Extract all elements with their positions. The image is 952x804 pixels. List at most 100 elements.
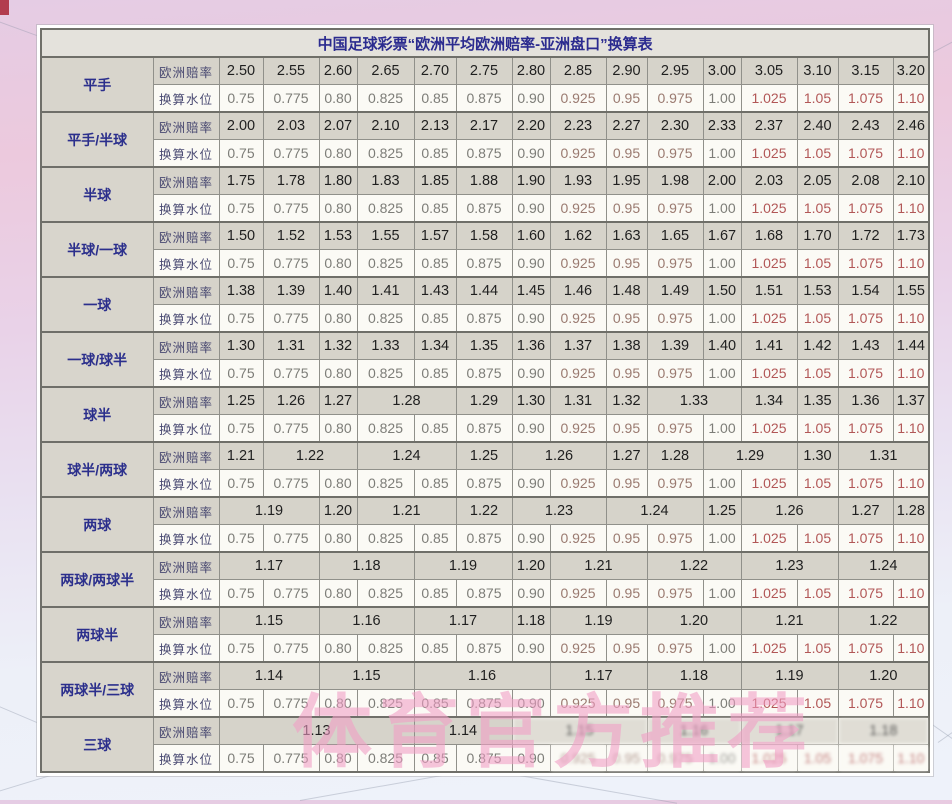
odds-value: 1.41 <box>356 276 415 305</box>
odds-value: 1.24 <box>356 441 457 470</box>
water-value: 0.75 <box>218 744 264 773</box>
water-value: 0.90 <box>511 304 551 333</box>
water-value: 0.75 <box>218 139 264 168</box>
water-value: 1.10 <box>892 414 930 443</box>
odds-value: 2.85 <box>549 56 607 85</box>
odds-value: 2.07 <box>318 111 358 140</box>
water-value: 0.90 <box>511 84 551 113</box>
water-value: 0.75 <box>218 304 264 333</box>
water-value: 1.10 <box>892 579 930 608</box>
odds-value: 1.21 <box>218 441 264 470</box>
water-value: 1.00 <box>702 524 742 553</box>
row-label-odds: 欧洲赔率 <box>152 331 220 360</box>
odds-value: 1.60 <box>511 221 551 250</box>
row-label-water: 换算水位 <box>152 359 220 388</box>
water-value: 1.05 <box>796 249 839 278</box>
water-value: 0.75 <box>218 524 264 553</box>
odds-value: 1.19 <box>740 661 839 690</box>
odds-value: 3.00 <box>702 56 742 85</box>
water-value: 0.95 <box>605 524 648 553</box>
odds-value: 1.25 <box>702 496 742 525</box>
row-label-odds: 欧洲赔率 <box>152 551 220 580</box>
water-value: 1.05 <box>796 194 839 223</box>
odds-value: 3.10 <box>796 56 839 85</box>
water-value: 0.90 <box>511 469 551 498</box>
row-label-odds: 欧洲赔率 <box>152 111 220 140</box>
water-value: 1.00 <box>702 139 742 168</box>
odds-value: 1.19 <box>413 551 513 580</box>
odds-value: 1.39 <box>262 276 320 305</box>
odds-value: 1.36 <box>511 331 551 360</box>
water-value: 1.075 <box>837 744 894 773</box>
odds-value: 1.28 <box>356 386 457 415</box>
odds-value: 1.17 <box>218 551 320 580</box>
water-value: 0.775 <box>262 414 320 443</box>
water-value: 0.825 <box>356 469 415 498</box>
odds-value: 2.17 <box>455 111 513 140</box>
odds-value: 2.08 <box>837 166 894 195</box>
odds-value: 1.51 <box>740 276 798 305</box>
water-value: 0.75 <box>218 469 264 498</box>
water-value: 0.95 <box>605 414 648 443</box>
water-value: 0.80 <box>318 634 358 663</box>
odds-value: 1.55 <box>356 221 415 250</box>
water-value: 0.925 <box>549 84 607 113</box>
water-value: 0.775 <box>262 689 320 718</box>
odds-value: 1.31 <box>549 386 607 415</box>
water-value: 0.875 <box>455 744 513 773</box>
water-value: 0.95 <box>605 579 648 608</box>
odds-value: 1.34 <box>740 386 798 415</box>
water-value: 1.025 <box>740 84 798 113</box>
odds-value: 1.46 <box>549 276 607 305</box>
odds-value: 1.20 <box>511 551 551 580</box>
water-value: 0.875 <box>455 414 513 443</box>
water-value: 1.10 <box>892 634 930 663</box>
water-value: 1.025 <box>740 744 798 773</box>
water-value: 0.95 <box>605 84 648 113</box>
water-value: 0.80 <box>318 579 358 608</box>
handicap-label: 平手/半球 <box>40 111 154 168</box>
odds-value: 1.23 <box>511 496 607 525</box>
water-value: 0.80 <box>318 304 358 333</box>
water-value: 1.00 <box>702 194 742 223</box>
water-value: 0.925 <box>549 414 607 443</box>
water-value: 0.95 <box>605 249 648 278</box>
handicap-label: 两球半 <box>40 606 154 663</box>
odds-value: 1.32 <box>605 386 648 415</box>
water-value: 0.975 <box>646 634 704 663</box>
odds-value: 2.00 <box>702 166 742 195</box>
odds-value: 1.98 <box>646 166 704 195</box>
water-value: 1.00 <box>702 84 742 113</box>
odds-value: 1.38 <box>218 276 264 305</box>
odds-value: 1.63 <box>605 221 648 250</box>
water-value: 0.80 <box>318 689 358 718</box>
water-value: 0.80 <box>318 249 358 278</box>
odds-value: 2.27 <box>605 111 648 140</box>
odds-value: 1.52 <box>262 221 320 250</box>
water-value: 0.825 <box>356 414 415 443</box>
water-value: 0.875 <box>455 689 513 718</box>
water-value: 0.95 <box>605 744 648 773</box>
water-value: 1.075 <box>837 689 894 718</box>
water-value: 1.075 <box>837 634 894 663</box>
table-body: 中国足球彩票“欧洲平均欧洲赔率-亚洲盘口”换算表 平手 欧洲赔率 2.50 2.55 2.… <box>40 28 930 773</box>
row-label-odds: 欧洲赔率 <box>152 276 220 305</box>
water-value: 1.025 <box>740 249 798 278</box>
water-value: 0.925 <box>549 194 607 223</box>
water-value: 0.95 <box>605 194 648 223</box>
row-label-odds: 欧洲赔率 <box>152 496 220 525</box>
water-value: 0.975 <box>646 194 704 223</box>
odds-value: 1.33 <box>356 331 415 360</box>
water-value: 0.85 <box>413 249 457 278</box>
odds-value: 1.15 <box>511 716 648 745</box>
odds-value: 1.29 <box>455 386 513 415</box>
odds-value: 1.22 <box>837 606 930 635</box>
water-value: 0.825 <box>356 84 415 113</box>
odds-value: 1.31 <box>262 331 320 360</box>
row-label-odds: 欧洲赔率 <box>152 56 220 85</box>
water-value: 0.85 <box>413 304 457 333</box>
odds-value: 1.33 <box>646 386 742 415</box>
water-value: 0.975 <box>646 249 704 278</box>
water-value: 0.95 <box>605 139 648 168</box>
water-value: 0.95 <box>605 689 648 718</box>
